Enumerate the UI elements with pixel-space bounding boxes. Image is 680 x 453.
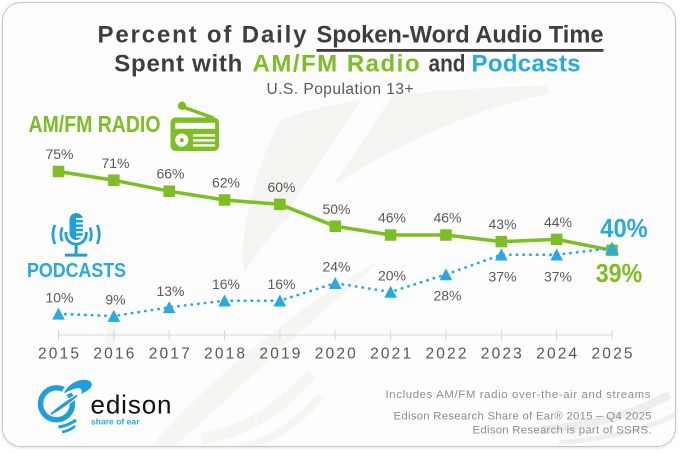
svg-text:75%: 75% (45, 146, 73, 162)
svg-text:share of ear: share of ear (91, 417, 140, 427)
svg-text:16%: 16% (267, 276, 295, 292)
svg-text:39%: 39% (596, 258, 643, 288)
svg-text:2016: 2016 (93, 346, 134, 363)
svg-text:AM/FM Radio: AM/FM Radio (253, 51, 420, 78)
svg-text:60%: 60% (267, 179, 295, 195)
svg-text:Includes AM/FM radio over-the-: Includes AM/FM radio over-the-air and st… (386, 389, 651, 401)
svg-text:2022: 2022 (425, 346, 466, 363)
svg-text:Percent of Daily: Percent of Daily (98, 22, 308, 49)
svg-text:62%: 62% (212, 175, 240, 191)
svg-text:2024: 2024 (536, 346, 577, 363)
svg-text:50%: 50% (322, 201, 350, 217)
svg-text:44%: 44% (544, 214, 572, 230)
svg-text:37%: 37% (544, 268, 572, 284)
svg-text:2021: 2021 (370, 346, 411, 363)
svg-text:edison: edison (91, 390, 172, 420)
svg-text:Spoken-Word Audio Time: Spoken-Word Audio Time (317, 22, 604, 49)
svg-text:46%: 46% (433, 210, 461, 226)
svg-text:U.S. Population 13+: U.S. Population 13+ (267, 81, 414, 98)
svg-text:Spent with: Spent with (114, 51, 242, 78)
svg-text:2018: 2018 (204, 346, 245, 363)
svg-text:PODCASTS: PODCASTS (27, 259, 126, 282)
svg-text:AM/FM RADIO: AM/FM RADIO (29, 111, 161, 137)
svg-text:16%: 16% (212, 276, 240, 292)
svg-text:43%: 43% (488, 216, 516, 232)
svg-text:and: and (429, 51, 466, 78)
svg-text:2020: 2020 (315, 346, 356, 363)
svg-text:46%: 46% (378, 210, 406, 226)
svg-text:20%: 20% (378, 268, 406, 284)
svg-text:13%: 13% (156, 283, 184, 299)
svg-text:37%: 37% (488, 268, 516, 284)
svg-text:Podcasts: Podcasts (472, 51, 581, 78)
svg-text:Edison Research Share of Ear®: Edison Research Share of Ear® 2015 – Q4 … (394, 411, 652, 423)
svg-text:40%: 40% (600, 213, 648, 243)
svg-text:2023: 2023 (481, 346, 522, 363)
svg-text:10%: 10% (45, 289, 73, 305)
svg-text:2017: 2017 (149, 346, 190, 363)
svg-text:9%: 9% (105, 292, 125, 308)
svg-text:2015: 2015 (38, 346, 79, 363)
svg-text:Edison Research is part of SSR: Edison Research is part of SSRS. (473, 425, 652, 437)
svg-text:71%: 71% (101, 155, 129, 171)
svg-text:66%: 66% (156, 166, 184, 182)
svg-text:28%: 28% (433, 287, 461, 303)
svg-text:24%: 24% (322, 259, 350, 275)
svg-text:2025: 2025 (592, 346, 633, 363)
